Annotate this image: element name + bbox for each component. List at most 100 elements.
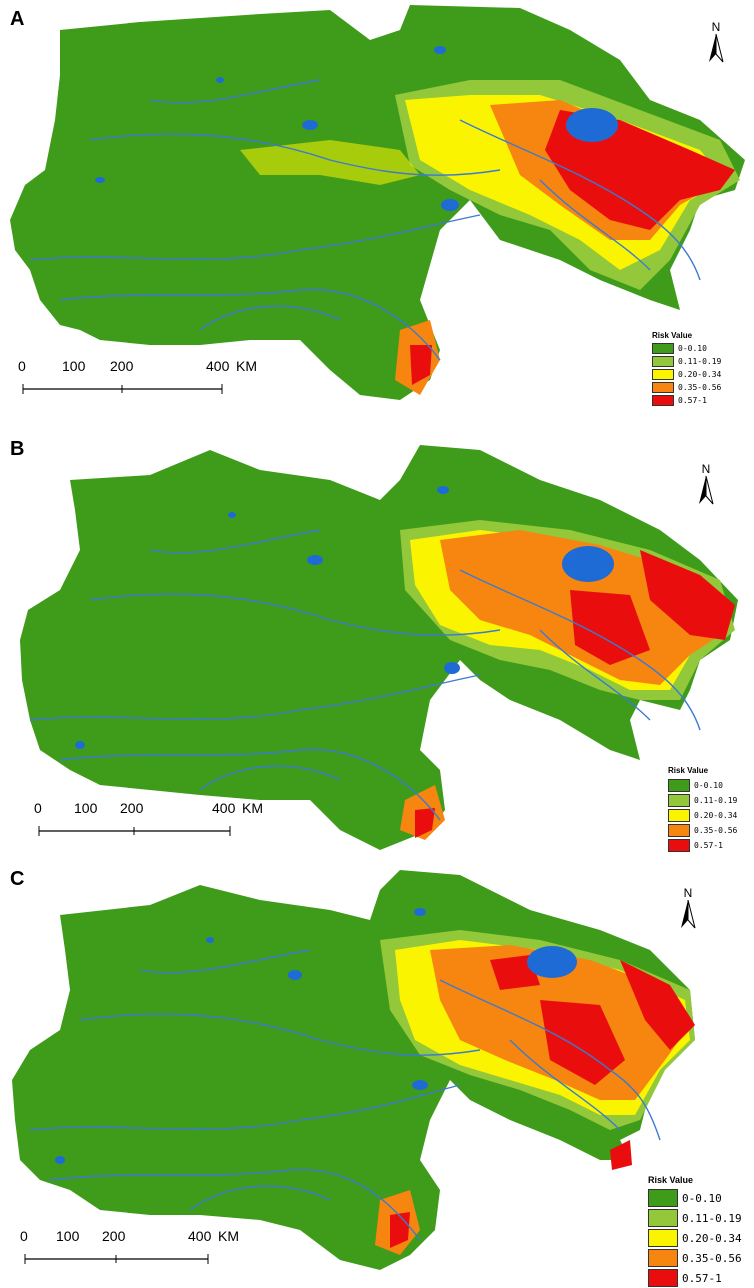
lake xyxy=(566,108,618,142)
legend-label: 0.35-0.56 xyxy=(694,826,738,835)
legend-item: 0.57-1 xyxy=(668,838,750,853)
legend-item: 0.11-0.19 xyxy=(648,1208,752,1228)
legend-label: 0-0.10 xyxy=(694,781,723,790)
legend-swatch xyxy=(668,824,690,837)
north-arrow-icon xyxy=(699,475,714,505)
lake xyxy=(412,1080,428,1090)
lake xyxy=(75,741,85,749)
risk-zone-high xyxy=(585,150,640,210)
legend-item: 0.35-0.56 xyxy=(652,381,748,394)
lake xyxy=(55,1156,65,1164)
river xyxy=(89,133,501,176)
scale-tick-label: 100 xyxy=(56,1228,80,1244)
map-panel-b: B N 0 100 200 xyxy=(0,430,754,858)
legend-swatch xyxy=(668,794,690,807)
legend-label: 0.20-0.34 xyxy=(694,811,738,820)
legend-item: 0-0.10 xyxy=(652,342,748,355)
river xyxy=(459,119,701,281)
lake xyxy=(307,555,323,565)
legend-label: 0.57-1 xyxy=(682,1271,722,1285)
scale-tick-label: 400 xyxy=(206,358,230,374)
river xyxy=(79,1013,481,1056)
north-label: N xyxy=(683,886,693,900)
river xyxy=(29,1084,461,1131)
river xyxy=(49,1168,421,1241)
scale-bar: 0 100 200 400 KM xyxy=(18,358,257,398)
scale-line xyxy=(38,826,231,836)
legend: Risk Value 0-0.10 0.11-0.19 0.20-0.34 0.… xyxy=(668,766,750,853)
north-arrow: N xyxy=(678,886,698,935)
risk-zone-south-spot xyxy=(410,345,432,385)
scale-tick-label: 0 xyxy=(34,800,42,816)
legend-swatch xyxy=(652,356,674,367)
legend-item: 0-0.10 xyxy=(668,778,750,793)
legend-title: Risk Value xyxy=(648,1175,694,1185)
lake xyxy=(414,908,426,916)
lake xyxy=(216,77,224,83)
legend-swatch xyxy=(668,839,690,852)
risk-map-b xyxy=(20,445,738,850)
legend-label: 0-0.10 xyxy=(682,1191,722,1205)
river xyxy=(189,1185,331,1211)
legend-swatch xyxy=(648,1229,678,1247)
legend-item: 0-0.10 xyxy=(648,1188,752,1208)
river xyxy=(509,1039,621,1131)
scale-line xyxy=(22,384,223,394)
legend-item: 0.11-0.19 xyxy=(668,793,750,808)
map-panel-c: C N 0 1 xyxy=(0,860,754,1288)
legend-item: 0.35-0.56 xyxy=(648,1248,752,1268)
river xyxy=(199,305,341,331)
river xyxy=(29,674,481,721)
north-label: N xyxy=(701,462,711,476)
scale-bar: 0 100 200 400 KM xyxy=(34,800,278,840)
legend-swatch xyxy=(648,1269,678,1287)
risk-zone-south-spot xyxy=(415,808,435,838)
river xyxy=(149,79,321,104)
scale-tick-label: 100 xyxy=(62,358,86,374)
risk-zone-high xyxy=(540,1000,625,1085)
risk-zone-east-spot xyxy=(610,1140,632,1170)
legend-label: 0.57-1 xyxy=(678,396,707,405)
lake xyxy=(437,486,449,494)
panel-label: B xyxy=(10,438,25,460)
legend-label: 0.20-0.34 xyxy=(682,1231,742,1245)
legend-item: 0.35-0.56 xyxy=(668,823,750,838)
river xyxy=(59,288,441,361)
legend-label: 0.20-0.34 xyxy=(678,370,722,379)
river xyxy=(459,569,701,731)
river xyxy=(199,765,341,791)
river xyxy=(59,748,441,821)
risk-zone-high xyxy=(640,550,735,640)
river xyxy=(149,529,321,554)
lake xyxy=(288,970,302,980)
north-arrow-icon xyxy=(681,899,696,929)
north-label: N xyxy=(711,20,721,34)
north-arrow-icon xyxy=(709,33,724,63)
scale-line xyxy=(24,1254,209,1264)
legend-item: 0.11-0.19 xyxy=(652,355,748,368)
legend-title: Risk Value xyxy=(668,766,709,775)
lake xyxy=(95,177,105,183)
scale-unit: KM xyxy=(242,800,263,816)
scale-bar: 0 100 200 400 KM xyxy=(20,1228,264,1268)
risk-map-a xyxy=(10,5,745,400)
north-arrow: N xyxy=(696,462,716,511)
legend: Risk Value 0-0.10 0.11-0.19 0.20-0.34 0.… xyxy=(652,331,748,407)
lake xyxy=(302,120,318,130)
risk-zone-high xyxy=(620,960,695,1050)
legend-swatch xyxy=(648,1189,678,1207)
legend-item: 0.57-1 xyxy=(652,394,748,407)
legend-label: 0.35-0.56 xyxy=(678,383,722,392)
legend-label: 0-0.10 xyxy=(678,344,707,353)
river xyxy=(439,979,661,1141)
risk-map-c xyxy=(12,870,695,1270)
lake xyxy=(562,546,614,582)
legend-item: 0.57-1 xyxy=(648,1268,752,1288)
legend-label: 0.11-0.19 xyxy=(678,357,722,366)
river xyxy=(89,593,501,636)
risk-zone-high xyxy=(570,590,650,665)
legend-label: 0.11-0.19 xyxy=(694,796,738,805)
scale-tick-label: 200 xyxy=(102,1228,126,1244)
risk-zone-central-yellow xyxy=(240,140,420,185)
lake xyxy=(444,662,460,674)
